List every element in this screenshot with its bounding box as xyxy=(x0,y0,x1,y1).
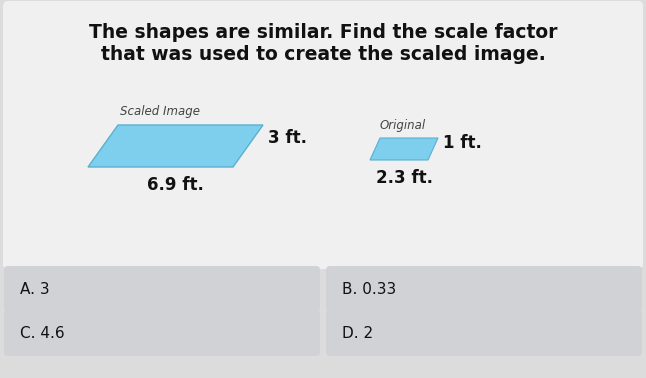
Text: that was used to create the scaled image.: that was used to create the scaled image… xyxy=(101,45,545,65)
Text: Scaled Image: Scaled Image xyxy=(120,104,200,118)
Text: The shapes are similar. Find the scale factor: The shapes are similar. Find the scale f… xyxy=(89,23,557,42)
FancyBboxPatch shape xyxy=(4,266,320,312)
Text: 1 ft.: 1 ft. xyxy=(443,135,482,152)
Text: A. 3: A. 3 xyxy=(20,282,50,296)
FancyBboxPatch shape xyxy=(3,1,643,269)
Text: 6.9 ft.: 6.9 ft. xyxy=(147,176,203,194)
FancyBboxPatch shape xyxy=(326,266,642,312)
Text: 2.3 ft.: 2.3 ft. xyxy=(377,169,433,187)
Text: C. 4.6: C. 4.6 xyxy=(20,325,65,341)
Polygon shape xyxy=(88,125,263,167)
Text: B. 0.33: B. 0.33 xyxy=(342,282,396,296)
Text: Original: Original xyxy=(380,118,426,132)
FancyBboxPatch shape xyxy=(326,310,642,356)
FancyBboxPatch shape xyxy=(4,310,320,356)
Polygon shape xyxy=(370,138,438,160)
Text: D. 2: D. 2 xyxy=(342,325,373,341)
Text: 3 ft.: 3 ft. xyxy=(268,129,307,147)
